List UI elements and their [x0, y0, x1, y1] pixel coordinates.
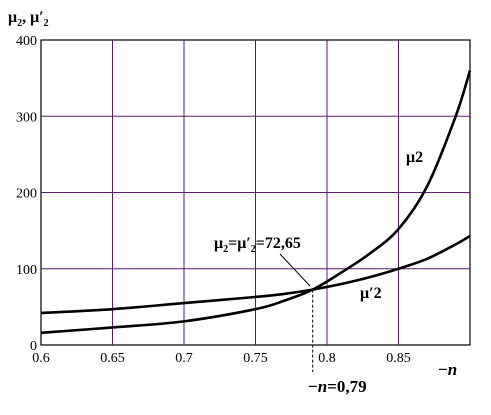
y-tick-label: 200	[16, 187, 37, 202]
y-tick-label: 400	[16, 34, 37, 49]
x-tick-label: 0.6	[32, 351, 50, 366]
x-axis-label: −n	[438, 360, 457, 379]
y-tick-label: 300	[16, 110, 37, 125]
x-tick-label: 0.65	[100, 351, 125, 366]
series-label-mu2: μ2	[406, 149, 423, 166]
y-axis-label: μ2, μ′2	[8, 9, 49, 29]
x-tick-label: 0.75	[243, 351, 268, 366]
intersection-annotation: μ2=μ′2=72,65	[214, 235, 301, 255]
y-tick-label: 100	[16, 263, 37, 278]
series-line-mu2	[40, 70, 472, 335]
series-label-mu2-prime: μ′2	[360, 285, 382, 302]
x-tick-label: 0.8	[318, 351, 336, 366]
x-tick-label: 0.7	[175, 351, 193, 366]
x-tick-label: 0.85	[386, 351, 411, 366]
series-line-mu2-prime	[40, 234, 471, 315]
y-tick-label: 0	[30, 339, 37, 354]
series-group	[40, 70, 472, 335]
n-value-annotation: −n=0,79	[308, 377, 367, 396]
annotation-leader-line	[279, 253, 311, 287]
axis-ticks: 0.6 0.65 0.7 0.75 0.8 0.85 0 100 200 300 400	[16, 34, 411, 366]
